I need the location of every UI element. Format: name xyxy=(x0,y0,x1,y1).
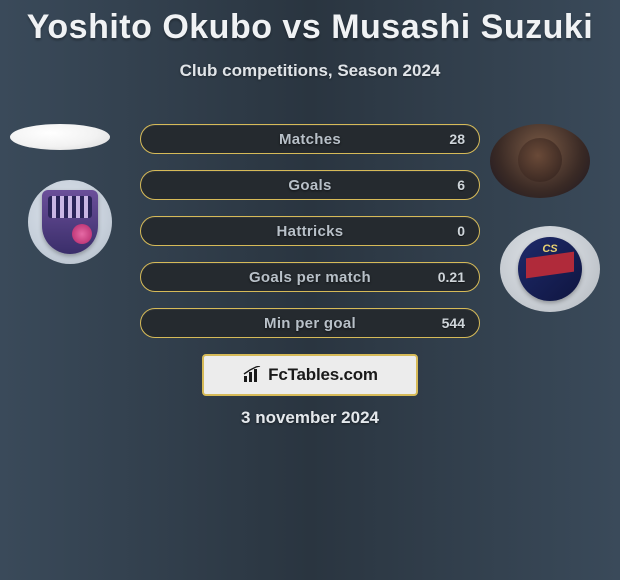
stat-right-value: 0 xyxy=(423,223,465,239)
player-right-avatar xyxy=(490,124,590,198)
branding-box[interactable]: FcTables.com xyxy=(202,354,418,396)
stat-row-matches: Matches 28 xyxy=(140,124,480,154)
player-left-club-badge xyxy=(28,180,112,264)
stat-row-goals-per-match: Goals per match 0.21 xyxy=(140,262,480,292)
stat-row-hattricks: Hattricks 0 xyxy=(140,216,480,246)
stat-right-value: 6 xyxy=(423,177,465,193)
stat-row-goals: Goals 6 xyxy=(140,170,480,200)
stat-right-value: 28 xyxy=(423,131,465,147)
stat-right-value: 544 xyxy=(423,315,465,331)
page-subtitle: Club competitions, Season 2024 xyxy=(0,61,620,81)
stat-label: Min per goal xyxy=(197,315,423,332)
footer-date: 3 november 2024 xyxy=(0,408,620,428)
branding-text: FcTables.com xyxy=(268,365,378,385)
page-title: Yoshito Okubo vs Musashi Suzuki xyxy=(0,0,620,47)
stat-row-min-per-goal: Min per goal 544 xyxy=(140,308,480,338)
stats-container: Matches 28 Goals 6 Hattricks 0 Goals per… xyxy=(140,124,480,354)
club-crest-icon xyxy=(518,237,582,301)
stat-label: Hattricks xyxy=(197,223,423,240)
bar-chart-icon xyxy=(242,366,264,384)
stat-label: Goals per match xyxy=(197,269,423,286)
stat-right-value: 0.21 xyxy=(423,269,465,285)
stat-label: Goals xyxy=(197,177,423,194)
player-right-club-badge xyxy=(500,226,600,312)
club-crest-icon xyxy=(42,190,98,254)
stat-label: Matches xyxy=(197,131,423,148)
player-left-avatar xyxy=(10,124,110,150)
